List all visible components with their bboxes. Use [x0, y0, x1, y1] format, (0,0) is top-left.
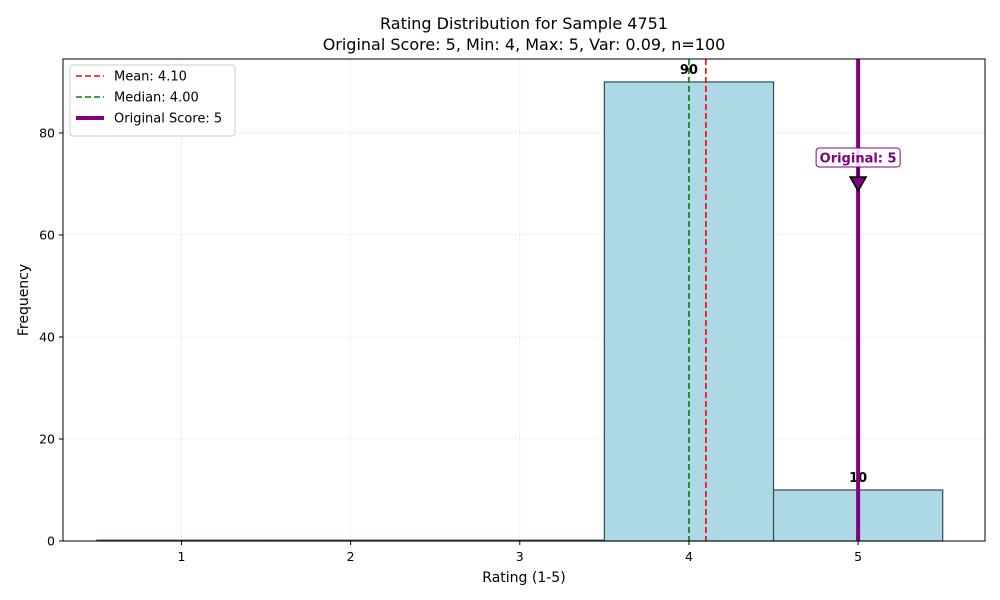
y-tick-label: 40 [39, 329, 55, 344]
x-axis-label: Rating (1-5) [482, 570, 565, 586]
original-score-annotation: Original: 5 [815, 147, 901, 193]
x-tick-label: 4 [685, 549, 693, 564]
x-tick-label: 1 [177, 549, 185, 564]
y-tick-label: 60 [39, 227, 55, 242]
y-tick-label: 0 [47, 534, 55, 549]
annotation-arrow-head [848, 176, 868, 193]
plot-frame [62, 58, 986, 542]
x-axis-ticks: 1 2 3 4 5 [177, 541, 862, 564]
reference-lines [688, 59, 861, 541]
legend-entry-1: Median: 4.00 [114, 91, 199, 106]
legend-entry-2: Original Score: 5 [114, 112, 222, 127]
chart-subtitle: Original Score: 5, Min: 4, Max: 5, Var: … [323, 35, 726, 54]
x-tick-label: 5 [854, 549, 862, 564]
x-tick-label: 3 [516, 549, 524, 564]
annotation-box [815, 147, 901, 168]
y-tick-label: 20 [39, 431, 55, 446]
y-axis-ticks: 0 20 40 60 80 [39, 125, 63, 549]
legend-box [69, 64, 236, 137]
x-tick-label: 2 [347, 549, 355, 564]
legend-entry-0: Mean: 4.10 [114, 70, 187, 85]
y-tick-label: 80 [39, 125, 55, 140]
chart-title: Rating Distribution for Sample 4751 [380, 14, 668, 33]
annotation-text: Original: 5 [820, 151, 897, 166]
y-axis-label: Frequency [16, 264, 32, 336]
legend: Mean: 4.10 Median: 4.00 Original Score: 5 [69, 64, 236, 137]
